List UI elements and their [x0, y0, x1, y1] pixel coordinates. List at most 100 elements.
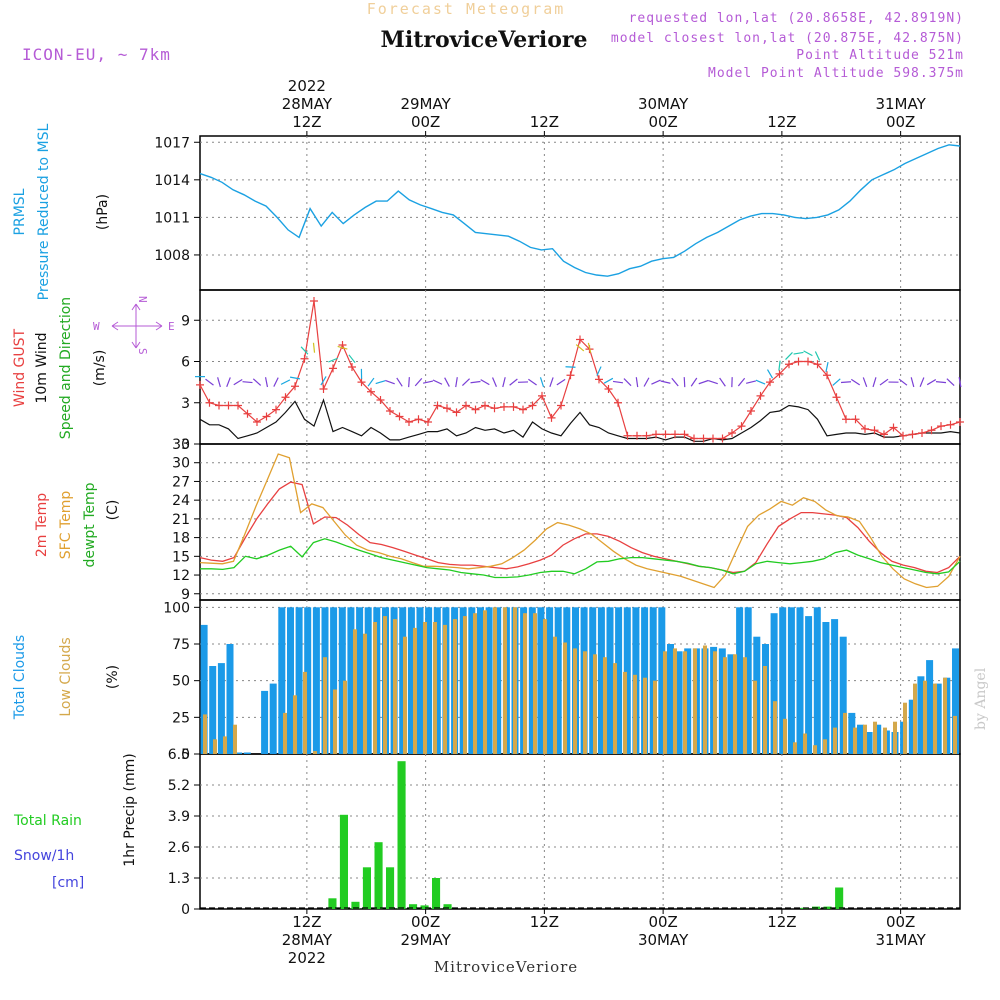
low-cloud-bar: [753, 680, 757, 754]
gust-marker: [452, 408, 461, 417]
wind-arrow-52: [690, 377, 698, 387]
wind-arrow-18: [367, 377, 375, 387]
total-cloud-bar: [822, 622, 830, 754]
low-cloud-bar: [543, 619, 547, 754]
gust-marker: [899, 431, 907, 440]
low-cloud-bar: [483, 610, 487, 754]
wind-arrow-75: [910, 377, 915, 388]
total-cloud-bar: [200, 624, 208, 754]
low-cloud-bar: [693, 648, 697, 754]
total-cloud-bar: [235, 752, 243, 754]
gust-marker: [956, 418, 964, 426]
low-cloud-bar: [793, 742, 797, 754]
total-cloud-bar: [779, 607, 787, 754]
gust-marker: [671, 430, 679, 439]
low-cloud-bar: [463, 616, 467, 754]
total-cloud-bar: [407, 607, 415, 754]
y-tick-label: 9: [181, 313, 190, 329]
low-cloud-bar: [293, 695, 297, 754]
low-cloud-bar: [393, 619, 397, 754]
low-cloud-bar: [513, 607, 517, 754]
header-title: MitroviceVeriore: [381, 27, 588, 53]
low-cloud-bar: [583, 651, 587, 754]
low-cloud-bar: [763, 666, 767, 754]
bottom-time-label: 28MAY: [282, 931, 333, 949]
gust-marker: [395, 412, 404, 421]
total-cloud-bar: [589, 607, 597, 754]
low-cloud-bar: [683, 651, 687, 754]
low-cloud-bar: [323, 657, 327, 754]
label-total-clouds: Total Clouds: [12, 635, 28, 720]
low-cloud-bar: [883, 727, 887, 754]
gust-marker: [405, 418, 413, 426]
label-wind-gust: Wind GUST: [12, 328, 28, 407]
gust-marker: [861, 424, 869, 433]
total-cloud-bar: [399, 607, 407, 754]
gust-marker: [424, 418, 432, 426]
compass-legend: N S W E: [93, 296, 175, 355]
wind-arrow-22: [408, 377, 410, 388]
total-cloud-bar: [312, 607, 320, 754]
gust-marker: [690, 434, 698, 443]
gust-marker: [880, 430, 888, 439]
low-cloud-bar: [933, 683, 937, 754]
y-tick-label: 3: [181, 396, 190, 412]
compass-w: W: [93, 320, 100, 333]
gust-marker: [433, 401, 442, 410]
total-cloud-bar: [477, 607, 484, 754]
y-tick-label: 100: [163, 600, 190, 616]
gust-marker: [538, 391, 546, 400]
wind-arrow-70: [862, 377, 868, 388]
wind-arrow-48: [651, 379, 661, 385]
low-cloud-bar: [893, 721, 897, 754]
wind-arrow-33: [509, 378, 518, 386]
wind-arrow-11: [300, 346, 309, 355]
low-cloud-bar: [553, 636, 557, 754]
total-cloud-bar: [865, 732, 873, 754]
wind-arrow-1: [205, 378, 214, 386]
low-cloud-bar: [743, 657, 747, 754]
low-cloud-bar: [613, 663, 617, 754]
wind-arrow-60: [766, 369, 774, 379]
wind-arrow-19: [375, 380, 386, 385]
total-cloud-bar: [356, 607, 364, 754]
wind-arrow-42: [596, 366, 602, 376]
panel-frame: [199, 135, 961, 291]
wind-arrow-69: [850, 378, 861, 386]
gust-marker: [842, 415, 850, 424]
gust-marker: [557, 401, 565, 410]
gust-marker: [756, 391, 765, 400]
y-tick-label: 5.2: [168, 778, 190, 794]
total-cloud-bar: [304, 607, 312, 754]
total-cloud-bar: [649, 607, 657, 754]
y-tick-label: 6: [181, 355, 190, 371]
low-cloud-bar: [623, 671, 627, 754]
total-cloud-bar: [848, 712, 856, 754]
gust-marker: [281, 393, 290, 402]
total-cloud-bar: [952, 648, 959, 754]
wind-arrow-66: [825, 361, 829, 373]
rain-bar: [397, 761, 406, 909]
low-cloud-bar: [303, 671, 307, 754]
gust-marker: [718, 434, 727, 443]
gust-marker: [547, 413, 556, 422]
rain-bar: [328, 898, 337, 909]
total-cloud-bar: [433, 607, 441, 754]
wind-arrow-20: [385, 379, 395, 385]
total-cloud-bar: [347, 607, 355, 754]
wind-arrow-31: [491, 377, 498, 387]
low-cloud-bar: [453, 619, 457, 754]
bottom-time-label: 00Z: [411, 913, 440, 931]
y-tick-label: 24: [172, 493, 190, 509]
label-2m-temp: 2m Temp: [34, 493, 50, 557]
low-cloud-bar: [223, 736, 227, 754]
low-cloud-bar: [803, 733, 807, 754]
y-tick-label: 33: [172, 437, 190, 453]
wind-arrow-23: [414, 377, 423, 387]
closest-coords: model closest lon,lat (20.875E, 42.875N): [611, 31, 964, 46]
rain-bar: [432, 878, 441, 909]
rain-bar: [823, 906, 832, 909]
total-cloud-bar: [528, 607, 536, 754]
wind-arrow-50: [671, 377, 679, 387]
